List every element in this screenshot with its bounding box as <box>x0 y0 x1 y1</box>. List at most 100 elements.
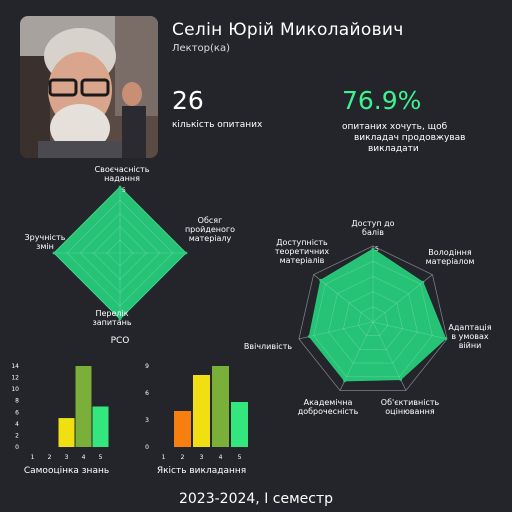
radar-tick-label: 5 <box>375 246 379 253</box>
radar-point <box>343 379 347 383</box>
radar-point <box>421 280 425 284</box>
bar-y-tick-label: 0 <box>15 444 19 451</box>
bar-rect <box>174 411 191 447</box>
radar-axis-label: Володіння <box>428 248 472 257</box>
radar-axis-label: матеріалом <box>426 257 475 266</box>
bar-y-tick-label: 3 <box>145 417 149 424</box>
radar-title: РСО <box>111 336 130 346</box>
bar-y-tick-label: 2 <box>15 432 19 439</box>
bar-y-tick-label: 8 <box>15 398 19 405</box>
radar-point <box>371 247 375 251</box>
radar-axis-label: матеріалів <box>280 256 325 265</box>
bar-y-tick-label: 14 <box>11 363 19 370</box>
bar-x-axis-label: Самооцінка знань <box>24 466 109 476</box>
bar-x-tick-label: 1 <box>31 454 35 461</box>
bar-x-tick-label: 3 <box>65 454 69 461</box>
bar-rect <box>193 375 210 447</box>
radar-inner-spoke <box>313 274 374 323</box>
bar-y-tick-label: 6 <box>15 409 19 416</box>
radar-inner-grid <box>298 245 448 391</box>
radar-inner-grid <box>66 199 174 307</box>
bar-y-tick-label: 6 <box>145 390 149 397</box>
radar-axis-label: матеріалу <box>189 234 232 243</box>
radar-axis-label: теоретичних <box>275 247 329 256</box>
radar-axis-label: Своєчасність <box>95 165 150 174</box>
bar-rect <box>231 402 248 447</box>
radar-inner-spoke <box>372 321 448 340</box>
bar-y-tick-label: 12 <box>11 375 19 382</box>
respondents-count: 26 <box>172 86 204 115</box>
radar-point <box>118 185 122 189</box>
radar-axis-label: Ввічливість <box>244 342 292 351</box>
radar-inner-grid <box>357 306 389 336</box>
radar-axis-label: доброчесність <box>298 407 359 416</box>
radar-inner-spoke <box>298 321 374 340</box>
teacher-name: Селін Юрій Миколайович <box>172 20 404 40</box>
bar-x-tick-label: 2 <box>48 454 52 461</box>
bar-x-tick-label: 5 <box>238 454 242 461</box>
radar-axis-label: Перелік <box>95 309 128 318</box>
radar-point <box>319 278 323 282</box>
radar-axis-label: Обсяг <box>198 216 223 225</box>
radar-axis-label: Доступ до <box>351 219 394 228</box>
radar-inner-grid <box>343 291 403 350</box>
radar-axis-label: балів <box>362 228 384 237</box>
bar-x-tick-label: 4 <box>219 454 223 461</box>
teacher-role: Лектор(ка) <box>172 43 230 54</box>
continue-label-line-1: опитаних хочуть, щоб <box>342 122 448 132</box>
radar-axis-label: оцінювання <box>385 407 435 416</box>
radar-point <box>184 251 188 255</box>
radar-axis-label: Доступність <box>276 238 328 247</box>
teacher-portrait-image <box>20 16 158 158</box>
radar-inner-grid <box>313 260 433 378</box>
radar-inner-grid <box>79 212 161 294</box>
radar-value-area <box>308 248 447 382</box>
bar-rect <box>75 366 92 447</box>
continue-percentage: 76.9% <box>342 86 422 115</box>
radar-axis-label: війни <box>459 341 482 350</box>
respondents-label: кількість опитаних <box>172 120 263 130</box>
radar-inner-grid <box>328 276 418 364</box>
radar-axis-label: пройденого <box>185 225 235 234</box>
radar-axis-label: Академічна <box>304 398 353 407</box>
bar-rect <box>212 366 229 447</box>
bar-x-tick-label: 3 <box>200 454 204 461</box>
radar-point <box>118 317 122 321</box>
continue-label-line-2: викладач продовжував <box>354 133 466 143</box>
bar-x-axis-label: Якість викладання <box>157 466 246 476</box>
radar-point <box>307 335 311 338</box>
bar-y-tick-label: 10 <box>11 386 19 393</box>
bar-x-tick-label: 5 <box>99 454 103 461</box>
radar-point <box>399 378 403 381</box>
radar-point <box>52 251 56 255</box>
bar-rect <box>58 418 75 447</box>
teacher-photo <box>20 16 158 158</box>
bar-y-tick-label: 0 <box>145 444 149 451</box>
radar-inner-grid <box>93 226 147 280</box>
radar-axis-label: Зручність <box>25 233 66 242</box>
radar-axis-label: Адаптація <box>448 323 491 332</box>
bar-rect <box>92 406 109 447</box>
continue-label-line-3: викладати <box>368 144 419 154</box>
radar-point <box>444 337 448 340</box>
bar-x-tick-label: 4 <box>82 454 86 461</box>
radar-axis-label: в умовах <box>451 332 489 341</box>
radar-axis-label: надання <box>104 174 140 183</box>
radar-inner-grid <box>106 239 134 267</box>
radar-grid-ring <box>298 245 448 391</box>
radar-axis-label: змін <box>36 242 54 251</box>
radar-tick-label: 5 <box>122 187 126 194</box>
semester-footer: 2023-2024, I семестр <box>178 491 333 507</box>
bar-x-tick-label: 1 <box>162 454 166 461</box>
radar-axis-label: Об'єктивність <box>381 398 440 407</box>
bar-x-tick-label: 2 <box>181 454 185 461</box>
radar-inner-spoke <box>339 321 374 391</box>
bar-y-tick-label: 4 <box>15 421 19 428</box>
radar-axis-label: запитань <box>92 318 131 327</box>
bar-y-tick-label: 9 <box>145 363 149 370</box>
